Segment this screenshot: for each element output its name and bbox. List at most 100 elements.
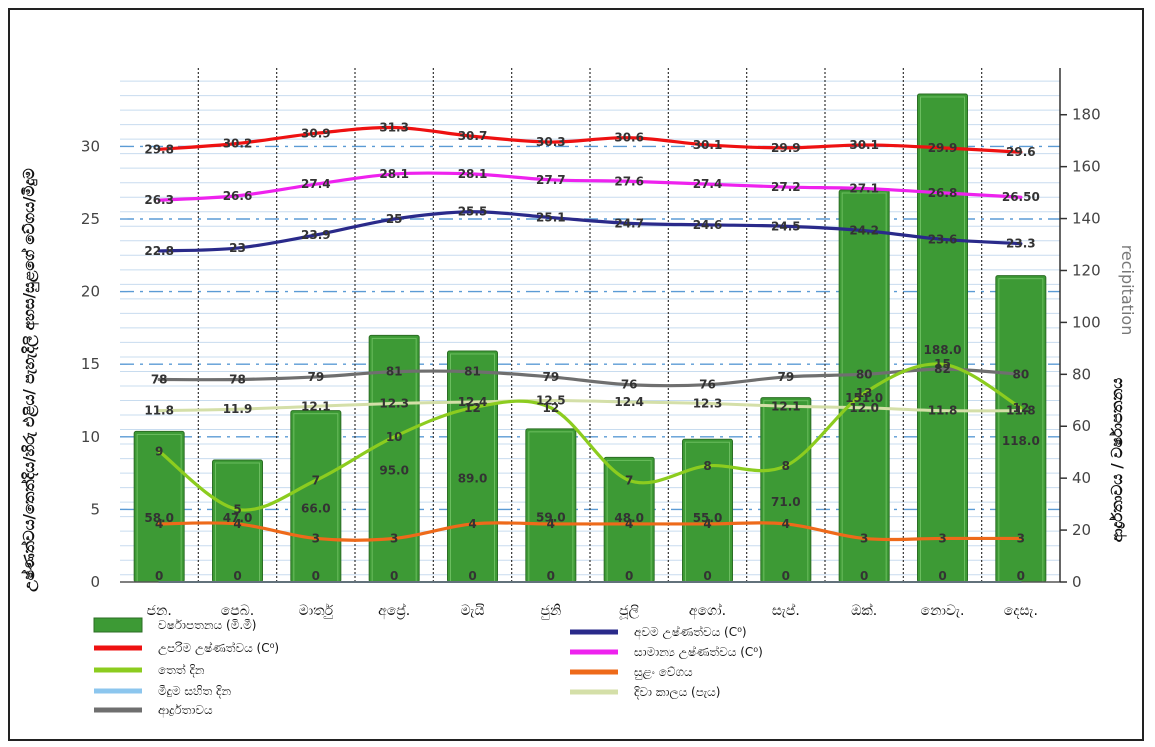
bar-value-label: 55.0 xyxy=(693,511,723,525)
data-label: 26.3 xyxy=(144,193,174,207)
rainfall-bar xyxy=(917,93,968,583)
data-label: 80 xyxy=(856,367,873,381)
data-label: 27.4 xyxy=(693,177,723,191)
data-label: 25 xyxy=(386,212,403,226)
data-label: 27.2 xyxy=(771,180,801,194)
legend-label: ආර්ද්‍රතාවය xyxy=(158,703,213,718)
legend-label: සාමාන්‍ය උෂ්ණත්වය (C⁰) xyxy=(634,645,763,660)
bar-value-label: 59.0 xyxy=(536,510,566,524)
y-tick-right: 20 xyxy=(1072,521,1091,539)
series-line xyxy=(157,210,1023,253)
data-label: 4 xyxy=(782,517,790,531)
y-tick-left: 25 xyxy=(81,210,100,228)
legend-label: මීදුම සහිත දින xyxy=(158,684,231,698)
x-tick-label: දෙසැ. xyxy=(1004,603,1038,619)
x-tick-label: අගෝ. xyxy=(689,603,726,620)
y-axis-right-title: ආර්ද්‍රතාවය / වර්ෂාපතනය xyxy=(1108,378,1127,543)
data-label: 12.3 xyxy=(693,396,723,410)
data-label: 23.3 xyxy=(1006,237,1036,251)
data-label: 76 xyxy=(621,378,638,392)
y-tick-left: 5 xyxy=(90,500,100,518)
y-tick-right: 80 xyxy=(1072,365,1091,383)
data-label: 23.9 xyxy=(301,228,331,242)
data-label: 27.7 xyxy=(536,173,566,187)
data-label: 11.8 xyxy=(928,404,958,418)
data-label: 3 xyxy=(390,531,398,545)
legend: වර්ෂාපතනය (මි.මී) උපරිම උෂ්ණත්වය (C⁰) තෙත්… xyxy=(93,617,763,718)
data-label: 12 xyxy=(1012,401,1029,415)
legend-label: සුළං වේගය xyxy=(634,665,693,680)
fog-days-label: 0 xyxy=(860,569,868,583)
data-label: 12.0 xyxy=(849,401,879,415)
legend-swatch-bar xyxy=(93,617,143,633)
bar-value-label: 188.0 xyxy=(924,343,962,357)
bar-value-label: 95.0 xyxy=(379,464,409,478)
data-label: 29.9 xyxy=(928,141,958,155)
data-label: 11.8 xyxy=(1006,404,1036,418)
data-label: 81 xyxy=(464,365,481,379)
bar-value-label: 66.0 xyxy=(301,501,331,515)
data-label: 3 xyxy=(312,531,320,545)
data-label: 78 xyxy=(151,373,168,387)
data-label: 12.4 xyxy=(458,395,488,409)
data-label: 24.6 xyxy=(693,218,723,232)
fog-days-label: 0 xyxy=(938,569,946,583)
rainfall-bar xyxy=(290,410,342,583)
series-line xyxy=(157,171,1023,202)
data-label: 4 xyxy=(703,517,711,531)
x-tick-label: ජන. xyxy=(147,603,172,619)
data-label: 22.8 xyxy=(144,244,174,258)
bar-value-label: 118.0 xyxy=(1002,434,1040,448)
y-tick-right: 60 xyxy=(1072,417,1091,435)
data-label: 9 xyxy=(155,444,163,458)
data-label: 29.6 xyxy=(1006,145,1036,159)
y-tick-right: 100 xyxy=(1072,313,1101,331)
data-label: 30.2 xyxy=(223,137,253,151)
data-label: 4 xyxy=(625,517,633,531)
data-label: 13 xyxy=(856,386,873,400)
data-label: 26.50 xyxy=(1002,190,1040,204)
data-label: 30.1 xyxy=(849,138,879,152)
x-tick-label: නොවැ. xyxy=(921,603,965,619)
x-tick-label: මැයි xyxy=(460,603,485,619)
bar-value-label: 47.0 xyxy=(223,511,253,525)
rainfall-bar xyxy=(447,350,498,583)
fog-days-label: 0 xyxy=(1017,569,1025,583)
fog-days-label: 0 xyxy=(625,569,633,583)
data-label: 3 xyxy=(860,531,868,545)
x-tick-label: ජුනි xyxy=(540,603,561,620)
bar-value-label: 48.0 xyxy=(614,511,644,525)
data-label: 23.6 xyxy=(928,232,958,246)
data-label: 15 xyxy=(934,357,951,371)
bar-value-label: 89.0 xyxy=(458,471,488,485)
legend-label: අවම උෂ්ණත්වය (C⁰) xyxy=(634,625,747,640)
data-label: 23 xyxy=(229,241,246,255)
data-label: 28.1 xyxy=(379,167,409,181)
y-tick-right: 120 xyxy=(1072,261,1101,279)
x-tick-label: ජූලි xyxy=(619,603,639,620)
data-label: 25.1 xyxy=(536,211,566,225)
y-tick-left: 20 xyxy=(81,283,100,301)
data-label: 27.6 xyxy=(614,174,644,188)
data-label: 12.1 xyxy=(301,399,331,413)
y-axis-right-ghost-title: recipitation xyxy=(1118,245,1137,336)
data-label: 29.9 xyxy=(771,141,801,155)
data-label: 27.1 xyxy=(849,182,879,196)
data-label: 10 xyxy=(386,430,403,444)
data-label: 29.8 xyxy=(144,142,174,156)
y-tick-left: 0 xyxy=(90,573,100,591)
x-tick-label: මාර්තු xyxy=(299,603,334,619)
data-label: 80 xyxy=(1012,367,1029,381)
series-line xyxy=(157,367,1023,388)
fog-days-label: 0 xyxy=(547,569,555,583)
data-label: 4 xyxy=(547,517,555,531)
data-label: 4 xyxy=(468,517,476,531)
y-tick-left: 30 xyxy=(81,137,100,155)
y-tick-left: 10 xyxy=(81,428,100,446)
x-tick-label: ඔක්. xyxy=(851,603,877,619)
y-tick-right: 0 xyxy=(1072,573,1082,591)
data-label: 7 xyxy=(625,473,633,487)
data-label: 12 xyxy=(542,401,559,415)
data-label: 78 xyxy=(229,373,246,387)
